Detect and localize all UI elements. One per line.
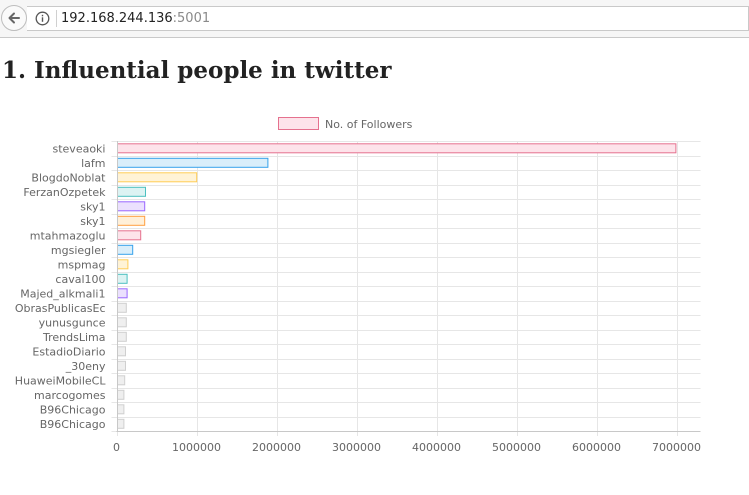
legend-swatch[interactable]: [278, 117, 319, 130]
y-tick-label: sky1: [80, 200, 105, 213]
y-tick-label: EstadioDiario: [32, 345, 105, 358]
bar-BlogdoNoblat[interactable]: [117, 172, 198, 183]
x-tick-label: 2000000: [252, 441, 301, 454]
bar-_30eny[interactable]: [117, 360, 126, 371]
address-bar[interactable]: 192.168.244.136:5001: [27, 6, 749, 31]
bar-caval100[interactable]: [117, 273, 128, 284]
bar-mspmag[interactable]: [117, 259, 129, 270]
y-tick-label: steveaoki: [53, 142, 106, 155]
chart-grid: [111, 141, 701, 436]
url-text[interactable]: 192.168.244.136:5001: [61, 10, 210, 27]
bar-TrendsLima[interactable]: [117, 331, 127, 342]
back-arrow-icon: [8, 12, 20, 24]
site-info-icon[interactable]: [35, 11, 50, 26]
browser-toolbar: 192.168.244.136:5001: [0, 0, 749, 38]
url-host: 192.168.244.136: [61, 11, 173, 26]
bar-yunusgunce[interactable]: [117, 317, 127, 328]
y-tick-label: TrendsLima: [42, 331, 105, 344]
bar-steveaoki[interactable]: [117, 143, 677, 154]
x-tick-label: 6000000: [572, 441, 621, 454]
url-port: :5001: [172, 11, 211, 26]
x-tick-label: 5000000: [492, 441, 541, 454]
y-tick-label: sky1: [80, 215, 105, 228]
y-tick-label: BlogdoNoblat: [31, 171, 106, 184]
x-tick-label: 3000000: [332, 441, 381, 454]
bar-B96Chicago[interactable]: [117, 418, 125, 429]
bar-mgsiegler[interactable]: [117, 244, 134, 255]
y-tick-label: B96Chicago: [40, 418, 106, 431]
y-tick-label: marcogomes: [34, 389, 106, 402]
bar-Majed_alkmali1[interactable]: [117, 288, 128, 299]
back-button[interactable]: [1, 5, 27, 31]
bar-mtahmazoglu[interactable]: [117, 230, 142, 241]
y-tick-label: B96Chicago: [40, 403, 106, 416]
y-tick-label: yunusgunce: [39, 316, 106, 329]
page-title: 1. Influential people in twitter: [2, 57, 392, 84]
y-tick-label: Majed_alkmali1: [20, 287, 105, 300]
y-tick-label: _30eny: [65, 360, 106, 373]
y-tick-label: FerzanOzpetek: [23, 186, 106, 199]
x-tick-label: 7000000: [652, 441, 701, 454]
url-divider: [56, 10, 57, 27]
bar-sky1[interactable]: [117, 201, 146, 212]
bar-sky1[interactable]: [117, 215, 146, 226]
bar-lafm[interactable]: [117, 157, 269, 168]
legend-label[interactable]: No. of Followers: [325, 118, 413, 131]
bar-HuaweiMobileCL[interactable]: [117, 375, 126, 386]
x-tick-label: 0: [113, 441, 120, 454]
y-tick-label: mgsiegler: [51, 244, 106, 257]
x-tick-label: 4000000: [412, 441, 461, 454]
y-tick-label: mtahmazoglu: [30, 229, 106, 242]
y-tick-label: HuaweiMobileCL: [15, 374, 107, 387]
chart-labels: steveaokilafmBlogdoNoblatFerzanOzpeteksk…: [15, 142, 701, 454]
y-tick-label: caval100: [55, 273, 105, 286]
x-tick-label: 1000000: [172, 441, 221, 454]
y-tick-label: lafm: [81, 157, 105, 170]
chart-legend[interactable]: No. of Followers: [278, 117, 413, 132]
bar-B96Chicago[interactable]: [117, 404, 125, 415]
chart-axes: [116, 141, 701, 432]
y-tick-label: ObrasPublicasEc: [15, 302, 106, 315]
bar-marcogomes[interactable]: [117, 389, 125, 400]
y-tick-label: mspmag: [58, 258, 106, 271]
bar-EstadioDiario[interactable]: [117, 346, 126, 357]
bar-ObrasPublicasEc[interactable]: [117, 302, 127, 313]
bar-FerzanOzpetek[interactable]: [117, 186, 146, 197]
